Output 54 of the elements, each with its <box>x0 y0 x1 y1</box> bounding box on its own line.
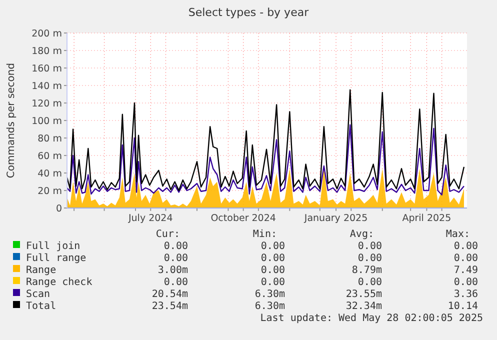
chart-title: Select types - by year <box>188 6 310 19</box>
text: 3.36 <box>454 289 478 300</box>
y-tick-label: 180 m <box>32 46 62 57</box>
y-tick-label: 80 m <box>38 134 62 144</box>
y-tick-label: 0 <box>56 204 62 214</box>
y-tick-label: 120 m <box>32 98 62 110</box>
text: 6.30m <box>254 301 285 312</box>
text: 23.55m <box>346 289 382 300</box>
y-tick-label: 60 m <box>38 151 62 162</box>
text: 10.14 <box>448 301 478 312</box>
text: Min: <box>252 229 277 240</box>
y-tick-label: 20 m <box>38 186 62 197</box>
x-tick-label: January 2025 <box>303 213 368 224</box>
legend-label: Full range <box>26 253 86 264</box>
x-tick-label: July 2024 <box>127 213 173 224</box>
line-series <box>66 124 465 196</box>
text: 0.00 <box>164 253 188 264</box>
text: 20.54m <box>152 289 188 300</box>
text: 23.54m <box>152 301 188 312</box>
text: 0.00 <box>454 253 478 264</box>
legend-label: Total <box>26 301 56 312</box>
legend-label: Range check <box>26 277 92 288</box>
y-tick-label: 140 m <box>32 81 62 92</box>
y-tick-label: 200 m <box>32 28 62 40</box>
text: Last update: Wed May 28 02:00:05 2025 <box>260 313 483 324</box>
text: 8.79m <box>352 265 382 276</box>
legend-label: Full join <box>26 241 80 252</box>
x-tick-label: April 2025 <box>402 213 452 224</box>
text: 0.00 <box>260 253 285 264</box>
text: 0.00 <box>358 277 382 288</box>
text: 0.00 <box>260 241 285 252</box>
text: 0.00 <box>358 253 382 264</box>
text: 0.00 <box>164 241 188 252</box>
text: 32.34m <box>346 301 382 312</box>
text: 6.30m <box>254 289 285 300</box>
text: 0.00 <box>260 277 285 288</box>
y-tick-label: 160 m <box>32 64 62 74</box>
text: 3.00m <box>158 265 188 276</box>
y-tick-label: 100 m <box>32 116 62 127</box>
y-axis-title: Commands per second <box>6 62 17 178</box>
legend-label: Range <box>26 265 56 276</box>
text: 0.00 <box>260 265 285 276</box>
text: 0.00 <box>454 241 478 252</box>
text: 0.00 <box>358 241 382 252</box>
line-series <box>66 89 465 192</box>
text: Cur: <box>156 229 180 240</box>
text: Max: <box>446 229 470 240</box>
legend-label: Scan <box>26 289 50 300</box>
text: Avg: <box>350 229 374 240</box>
y-tick-label: 40 m <box>38 168 62 180</box>
text: 7.49 <box>454 265 478 276</box>
x-tick-label: October 2024 <box>210 213 276 224</box>
text: 0.00 <box>164 277 188 288</box>
text: 0.00 <box>454 277 478 288</box>
